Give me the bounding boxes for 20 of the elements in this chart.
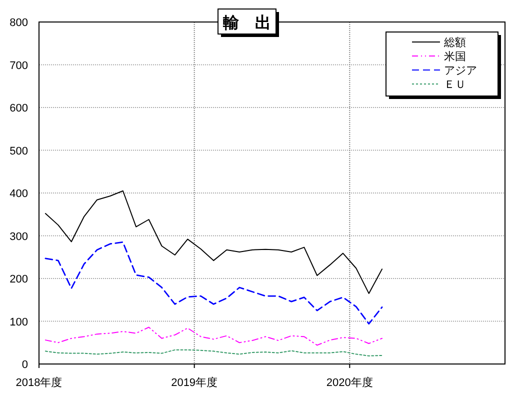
y-tick-label: 800: [10, 17, 28, 29]
legend-label: 総額: [443, 36, 466, 49]
x-tick-label: 2019年度: [171, 376, 218, 389]
x-tick-label: 2018年度: [16, 376, 62, 389]
line-series: [44, 326, 383, 346]
y-tick-label: 700: [10, 60, 28, 72]
legend-label: アジア: [444, 65, 477, 77]
y-tick-label: 500: [10, 145, 28, 158]
line-series: [44, 190, 383, 294]
y-tick-label: 0: [22, 359, 28, 371]
y-tick-label: 400: [10, 188, 28, 200]
chart-title: 輸 出: [222, 14, 271, 32]
y-tick-label: 600: [10, 102, 28, 114]
line-series: [44, 241, 383, 325]
legend-label: ＥＵ: [444, 79, 466, 91]
x-tick-label: 2020年度: [326, 376, 373, 389]
y-tick-label: 100: [10, 316, 28, 328]
legend-label: 米国: [444, 50, 466, 63]
y-tick-label: 300: [10, 230, 28, 243]
y-tick-label: 200: [10, 274, 28, 286]
